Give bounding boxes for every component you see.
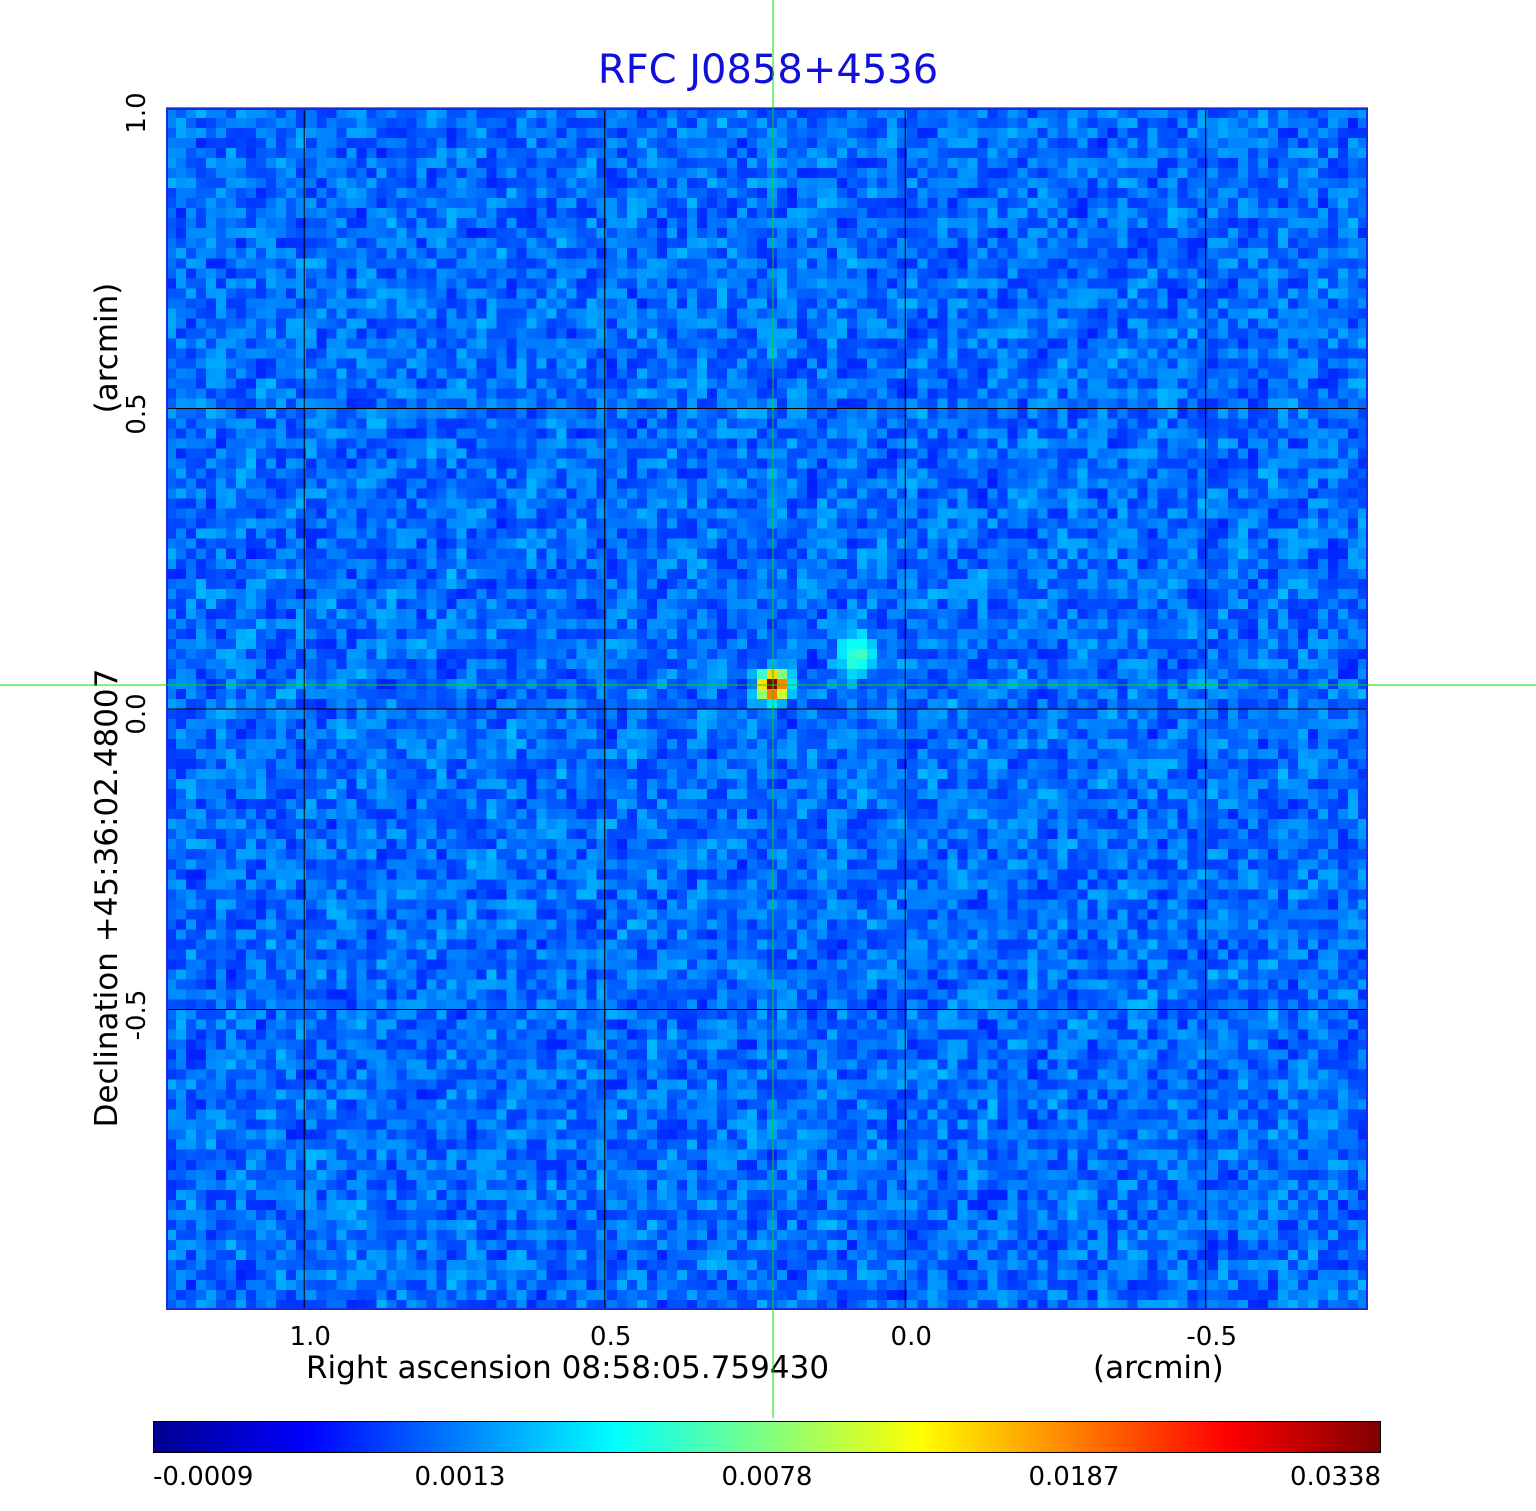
y-tick-label: 1.0 [122, 92, 152, 134]
x-tick-label: 0.5 [590, 1322, 632, 1352]
colorbar-tick-label: 0.0078 [721, 1462, 813, 1492]
y-tick-label: 0.5 [122, 392, 152, 435]
colorbar-tick-label: 0.0013 [414, 1462, 506, 1492]
y-tick-label: -0.5 [122, 989, 152, 1040]
colorbar-tick-label: -0.0009 [153, 1462, 254, 1492]
x-tick-label: -0.5 [1186, 1322, 1238, 1352]
x-axis-unit: (arcmin) [1093, 1350, 1224, 1386]
colorbar-tick-label: 0.0187 [1028, 1462, 1120, 1492]
x-tick-label: 1.0 [289, 1322, 331, 1352]
image-plot-area[interactable] [166, 107, 1368, 1310]
coordinate-grid [166, 107, 1368, 1310]
x-axis-label: Right ascension 08:58:05.759430 [306, 1350, 830, 1386]
x-tick-label: 0.0 [890, 1322, 932, 1352]
colorbar-tick-label: 0.0338 [1290, 1462, 1381, 1492]
chart-title: RFC J0858+4536 [597, 47, 939, 93]
colorbar [153, 1421, 1381, 1453]
y-tick-label: 0.0 [122, 693, 152, 735]
y-axis-unit: (arcmin) [89, 282, 125, 414]
y-axis-label: Declination +45:36:02.48007 [89, 668, 125, 1128]
